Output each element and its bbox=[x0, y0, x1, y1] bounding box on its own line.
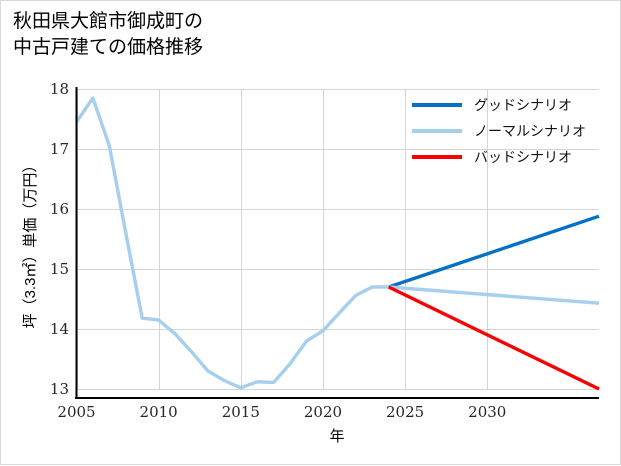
x-tick-2020: 2020 bbox=[304, 403, 342, 421]
y-tick-labels: 13 14 15 16 17 18 bbox=[50, 80, 69, 398]
series-line-normal bbox=[75, 96, 600, 390]
x-tick-labels: 2005 2010 2015 2020 2025 2030 bbox=[57, 403, 506, 421]
x-tick-2030: 2030 bbox=[468, 403, 506, 421]
chart-title-line-2: 中古戸建ての価格推移 bbox=[13, 36, 204, 58]
y-tick-15: 15 bbox=[50, 260, 69, 278]
y-tick-16: 16 bbox=[50, 200, 69, 218]
y-tick-17: 17 bbox=[50, 140, 69, 158]
x-tick-2010: 2010 bbox=[140, 403, 178, 421]
x-tick-2015: 2015 bbox=[222, 403, 260, 421]
chart-title: 秋田県大館市御成町の 中古戸建ての価格推移 bbox=[13, 9, 433, 60]
legend-label-1: ノーマルシナリオ bbox=[474, 123, 586, 139]
chart-title-line-1: 秋田県大館市御成町の bbox=[13, 11, 204, 32]
series-group bbox=[75, 96, 600, 391]
series-line-good bbox=[388, 214, 600, 289]
y-tick-18: 18 bbox=[50, 80, 69, 98]
series-line-bad bbox=[387, 285, 600, 391]
legend-label-0: グッドシナリオ bbox=[474, 97, 572, 113]
x-tick-2025: 2025 bbox=[386, 403, 424, 421]
y-axis-title: 坪（3.3㎡）単価（万円） bbox=[22, 158, 39, 329]
x-axis-title: 年 bbox=[329, 428, 344, 445]
x-tick-2005: 2005 bbox=[57, 403, 95, 421]
y-tick-14: 14 bbox=[50, 320, 69, 338]
legend-label-2: バッドシナリオ bbox=[474, 149, 572, 165]
axis-spines bbox=[75, 87, 599, 400]
y-tick-13: 13 bbox=[50, 380, 69, 398]
